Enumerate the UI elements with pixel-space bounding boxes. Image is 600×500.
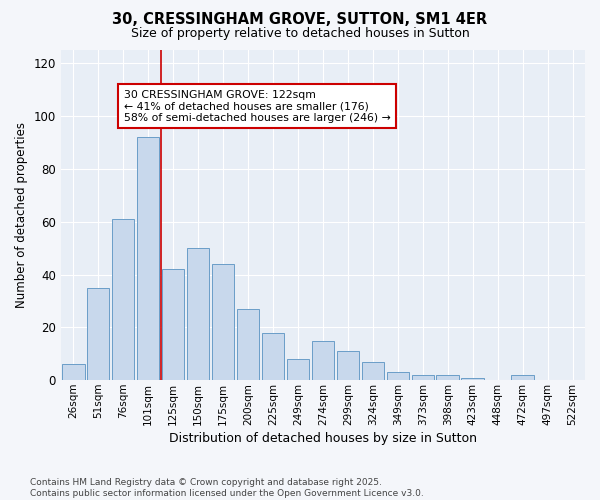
Bar [112,219,134,380]
Bar [87,288,109,380]
Bar [187,248,209,380]
Bar [337,351,359,380]
Text: Size of property relative to detached houses in Sutton: Size of property relative to detached ho… [131,28,469,40]
Y-axis label: Number of detached properties: Number of detached properties [15,122,28,308]
Text: Contains HM Land Registry data © Crown copyright and database right 2025.
Contai: Contains HM Land Registry data © Crown c… [30,478,424,498]
Bar [436,375,459,380]
Bar [212,264,234,380]
Bar [511,375,534,380]
Bar [237,309,259,380]
Bar [287,359,309,380]
Bar [311,340,334,380]
Bar [461,378,484,380]
Text: 30, CRESSINGHAM GROVE, SUTTON, SM1 4ER: 30, CRESSINGHAM GROVE, SUTTON, SM1 4ER [112,12,488,28]
Bar [62,364,85,380]
Bar [262,332,284,380]
Bar [412,375,434,380]
Bar [386,372,409,380]
X-axis label: Distribution of detached houses by size in Sutton: Distribution of detached houses by size … [169,432,477,445]
Text: 30 CRESSINGHAM GROVE: 122sqm
← 41% of detached houses are smaller (176)
58% of s: 30 CRESSINGHAM GROVE: 122sqm ← 41% of de… [124,90,391,123]
Bar [162,269,184,380]
Bar [137,137,160,380]
Bar [362,362,384,380]
